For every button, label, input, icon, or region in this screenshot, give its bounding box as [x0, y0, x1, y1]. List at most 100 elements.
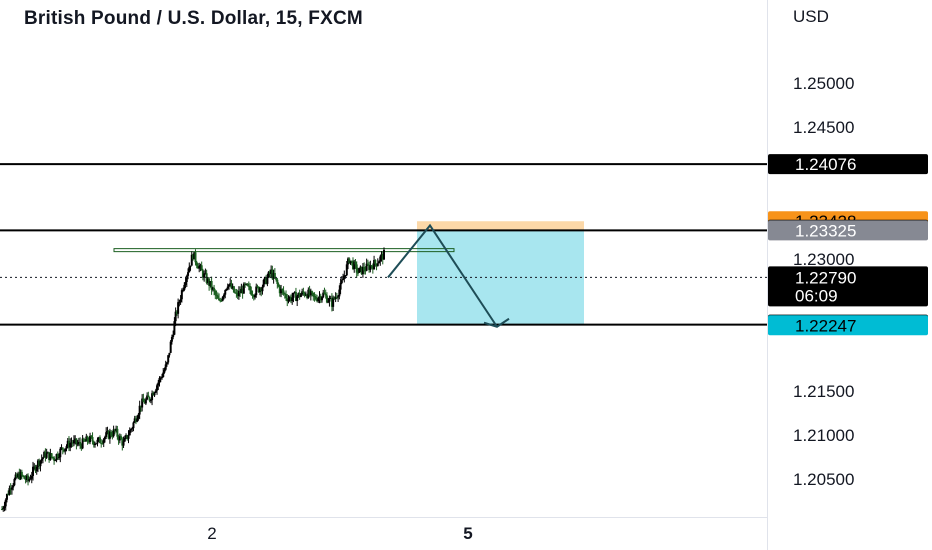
candle-body: [369, 265, 372, 270]
candle-body: [327, 301, 330, 303]
consolidation-top-line[interactable]: [113, 248, 455, 253]
candle-body: [200, 265, 203, 271]
candle-body: [319, 295, 322, 301]
candle-body: [147, 395, 150, 398]
candle-body: [347, 258, 350, 265]
candle-body: [89, 435, 92, 443]
candle-body: [297, 292, 300, 297]
candle-body: [235, 292, 238, 294]
candle-body: [342, 278, 345, 281]
candle-body: [148, 397, 151, 401]
candle-body: [258, 288, 261, 293]
candle-body: [283, 293, 286, 295]
candle-body: [242, 283, 245, 294]
price-badge[interactable]: [768, 315, 928, 336]
candle-body: [85, 436, 88, 442]
candle-body: [63, 449, 66, 452]
candle-body: [66, 440, 69, 447]
price-badge-label: 1.24076: [795, 155, 856, 174]
candle-body: [291, 297, 294, 301]
current-price-badge[interactable]: [768, 266, 928, 307]
candle-body: [234, 292, 237, 294]
candle-body: [349, 260, 352, 264]
candle-body: [70, 442, 73, 444]
candle-body: [189, 265, 192, 267]
candle-body: [268, 271, 271, 274]
candle-body: [337, 296, 340, 298]
candle-body: [366, 263, 369, 265]
candle-body: [239, 290, 242, 294]
price-axis[interactable]: 1.25000 1.24500 1.23000 1.21500 1.21000 1.205…: [768, 74, 928, 489]
candle-body: [159, 377, 162, 379]
candle-body: [40, 459, 43, 461]
candle-body: [136, 418, 139, 422]
candle-body: [178, 301, 181, 303]
candle-body: [273, 273, 276, 278]
candle-body: [313, 296, 316, 298]
plot-area[interactable]: [0, 163, 767, 512]
candle-body: [344, 275, 347, 277]
candle-body: [334, 296, 337, 299]
candle-body: [215, 294, 218, 296]
candle-body: [195, 262, 198, 266]
price-axis-tick-label: 1.25000: [793, 74, 854, 93]
candle-body: [4, 499, 7, 507]
candle-body: [61, 447, 64, 450]
candle-body: [71, 442, 74, 444]
price-badge[interactable]: [768, 220, 928, 241]
projection-path[interactable]: [387, 223, 498, 328]
price-badge[interactable]: [768, 154, 928, 175]
candle-body: [309, 291, 312, 296]
candle-body: [34, 466, 37, 472]
candle-body: [18, 473, 21, 479]
short-position-stop-zone[interactable]: [417, 221, 584, 230]
candle-body: [43, 452, 46, 458]
candle-body: [275, 277, 278, 280]
candle-body: [142, 398, 145, 402]
candle-body: [368, 264, 371, 270]
candle-body: [303, 292, 306, 296]
candle-body: [383, 249, 385, 260]
candle-body: [325, 295, 328, 303]
candle-body: [288, 297, 291, 300]
candle-body: [251, 294, 254, 296]
candle-body: [270, 269, 273, 274]
candle-body: [359, 266, 362, 269]
candle-body: [80, 445, 83, 449]
candle-body: [225, 288, 228, 291]
candle-body: [256, 286, 259, 288]
candle-body: [5, 493, 8, 500]
candle-body: [19, 471, 22, 479]
candle-body: [211, 287, 214, 290]
candle-body: [51, 457, 54, 459]
candle-body: [301, 291, 304, 295]
candle-body: [218, 298, 221, 301]
candle-body: [261, 286, 264, 292]
price-axis-tick-label: 1.24500: [793, 118, 854, 137]
candle-body: [149, 400, 152, 402]
candle-body: [224, 290, 227, 295]
candle-body: [280, 289, 283, 294]
candle-body: [143, 401, 146, 404]
candle-body: [125, 435, 128, 438]
candle-body: [115, 428, 118, 431]
candle-body: [265, 277, 268, 284]
candle-body: [317, 298, 320, 302]
candle-body: [330, 298, 333, 307]
candle-body: [380, 254, 383, 257]
candle-body: [36, 460, 39, 467]
candle-body: [363, 267, 366, 271]
candle-body: [129, 429, 132, 431]
candle-body: [182, 289, 185, 291]
candle-body: [232, 286, 235, 293]
candle-body: [168, 352, 171, 356]
candle-body: [76, 443, 79, 445]
candle-body: [59, 448, 62, 458]
time-axis-tick-label: 5: [463, 524, 472, 543]
candle-body: [64, 448, 67, 452]
candle-body: [84, 440, 87, 442]
candle-body: [332, 297, 335, 307]
candle-body: [156, 385, 159, 391]
